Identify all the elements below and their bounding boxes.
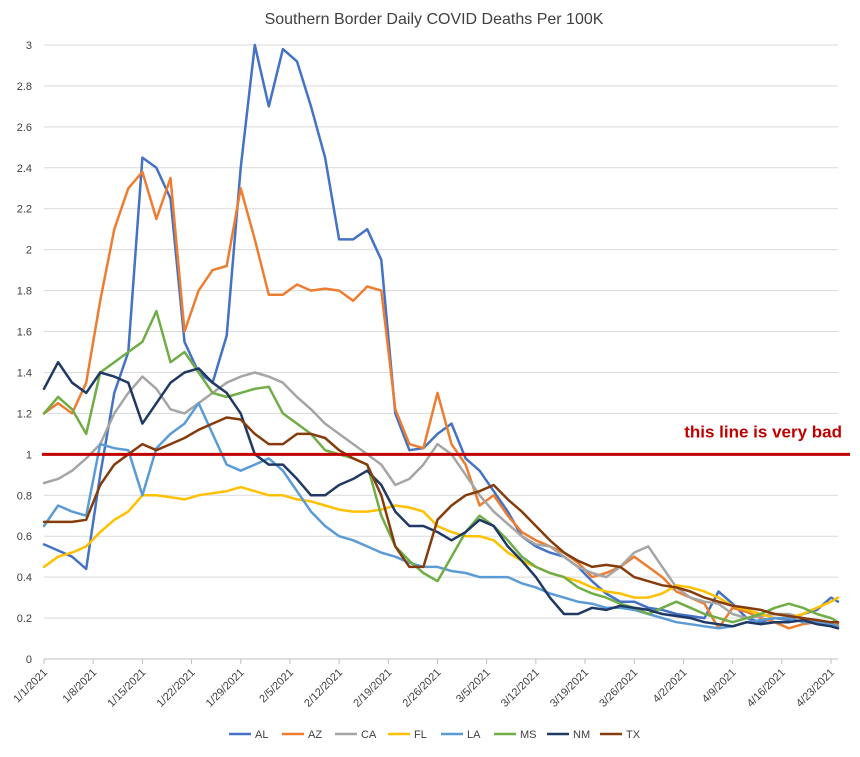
reference-line-label: this line is very bad [684, 422, 842, 441]
legend-label-al: AL [255, 729, 268, 741]
y-tick-label: 2.6 [17, 122, 32, 134]
y-tick-label: 1.4 [17, 367, 32, 379]
series-line-ms [42, 309, 840, 624]
y-tick-label: 0.8 [17, 490, 32, 502]
legend-label-tx: TX [626, 729, 641, 741]
series-line-fl [42, 485, 840, 620]
reference-line-group: this line is very bad [42, 422, 850, 456]
chart-title: Southern Border Daily COVID Deaths Per 1… [265, 11, 604, 28]
y-tick-label: 2.8 [17, 81, 32, 93]
y-tick-label: 1.2 [17, 408, 32, 420]
y-tick-label: 3 [26, 40, 32, 52]
y-tick-label: 2 [26, 245, 32, 257]
y-tick-label: 1.8 [17, 286, 32, 298]
legend-label-nm: NM [573, 729, 590, 741]
y-tick-label: 0.6 [17, 531, 32, 543]
series-lines [42, 43, 840, 630]
legend-label-az: AZ [308, 729, 322, 741]
series-line-nm [42, 360, 840, 630]
y-axis-ticks: 0 0.2 0.4 0.6 0.8 1 1.2 1.4 1.6 1.8 2 2.2 2.4 2.6 2.8 3 [17, 40, 32, 666]
legend-label-la: LA [467, 729, 481, 741]
y-tick-label: 0 [26, 654, 32, 666]
series-line-al [42, 43, 840, 624]
series-line-tx [42, 416, 840, 624]
y-tick-label: 0.4 [17, 572, 32, 584]
legend: AL AZ CA FL LA MS NM TX [229, 729, 641, 741]
legend-label-ms: MS [520, 729, 537, 741]
legend-label-ca: CA [361, 729, 377, 741]
y-tick-label: 0.2 [17, 613, 32, 625]
legend-label-fl: FL [414, 729, 427, 741]
series-line-ca [42, 371, 840, 628]
y-tick-label: 2.2 [17, 204, 32, 216]
y-tick-label: 2.4 [17, 163, 32, 175]
y-tick-label: 1 [26, 449, 32, 461]
y-tick-label: 1.6 [17, 327, 32, 339]
